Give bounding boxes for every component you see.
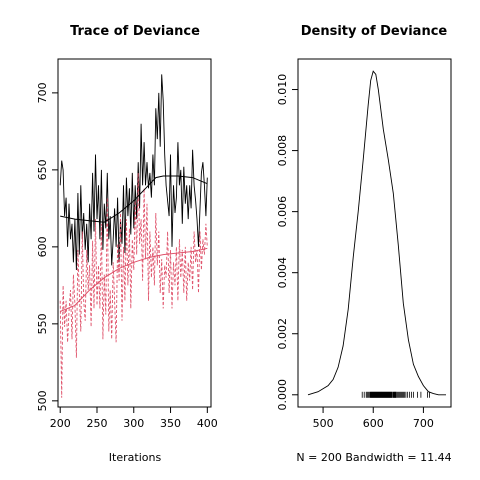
trace-y-tick-label: 600	[36, 236, 49, 257]
trace-x-axis-label: Iterations	[109, 451, 162, 464]
trace-series-group	[59, 74, 208, 398]
density-y-tick-label: 0.000	[276, 379, 289, 411]
trace-series-line-0	[59, 74, 208, 271]
density-x-tick-label: 600	[363, 417, 384, 430]
density-series-group	[307, 70, 446, 396]
trace-series-line-3	[60, 247, 208, 312]
density-y-axis: 0.000 0.002 0.004 0.006 0.008 0.010	[276, 74, 299, 411]
density-series-line-0	[307, 70, 446, 396]
trace-x-tick-label: 350	[160, 417, 181, 430]
trace-x-tick-label: 300	[123, 417, 144, 430]
trace-y-axis: 500 550 600 650 700	[36, 82, 59, 411]
density-rug-group	[361, 391, 430, 398]
density-y-tick-label: 0.008	[276, 135, 289, 167]
trace-x-tick-label: 250	[86, 417, 107, 430]
trace-x-axis: 200 250 300 350 400	[50, 406, 218, 430]
density-x-tick-label: 500	[313, 417, 334, 430]
density-x-axis-label: N = 200 Bandwidth = 11.44	[296, 451, 451, 464]
density-panel: Density of Deviance 500 600 700 0.000 0.002…	[276, 24, 452, 464]
density-x-tick-label: 700	[413, 417, 434, 430]
trace-panel: Trace of Deviance 200 250 300 350 400 500 550…	[36, 24, 218, 464]
trace-x-tick-label: 200	[50, 417, 71, 430]
trace-series-line-1	[59, 172, 208, 398]
trace-y-tick-label: 500	[36, 390, 49, 411]
density-y-tick-label: 0.004	[276, 257, 289, 289]
trace-y-tick-label: 650	[36, 159, 49, 180]
trace-y-tick-label: 700	[36, 82, 49, 103]
density-y-tick-label: 0.010	[276, 74, 289, 106]
trace-x-tick-label: 400	[197, 417, 218, 430]
trace-y-tick-label: 550	[36, 313, 49, 334]
density-x-axis: 500 600 700	[313, 406, 434, 430]
density-title: Density of Deviance	[301, 24, 448, 39]
trace-title: Trace of Deviance	[70, 24, 200, 39]
density-y-tick-label: 0.006	[276, 196, 289, 228]
trace-series-line-2	[60, 175, 208, 223]
density-y-tick-label: 0.002	[276, 318, 289, 350]
